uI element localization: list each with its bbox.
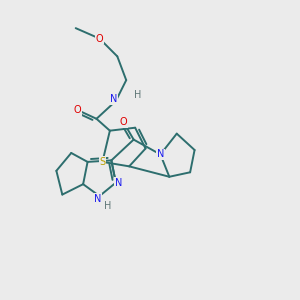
Text: N: N <box>157 149 164 160</box>
Text: H: H <box>104 202 112 212</box>
Text: H: H <box>134 90 142 100</box>
Text: O: O <box>74 105 81 115</box>
Text: N: N <box>110 94 117 104</box>
Text: N: N <box>94 194 102 204</box>
Text: O: O <box>96 34 103 44</box>
Text: S: S <box>99 157 106 167</box>
Text: N: N <box>115 178 122 188</box>
Text: O: O <box>119 117 127 127</box>
